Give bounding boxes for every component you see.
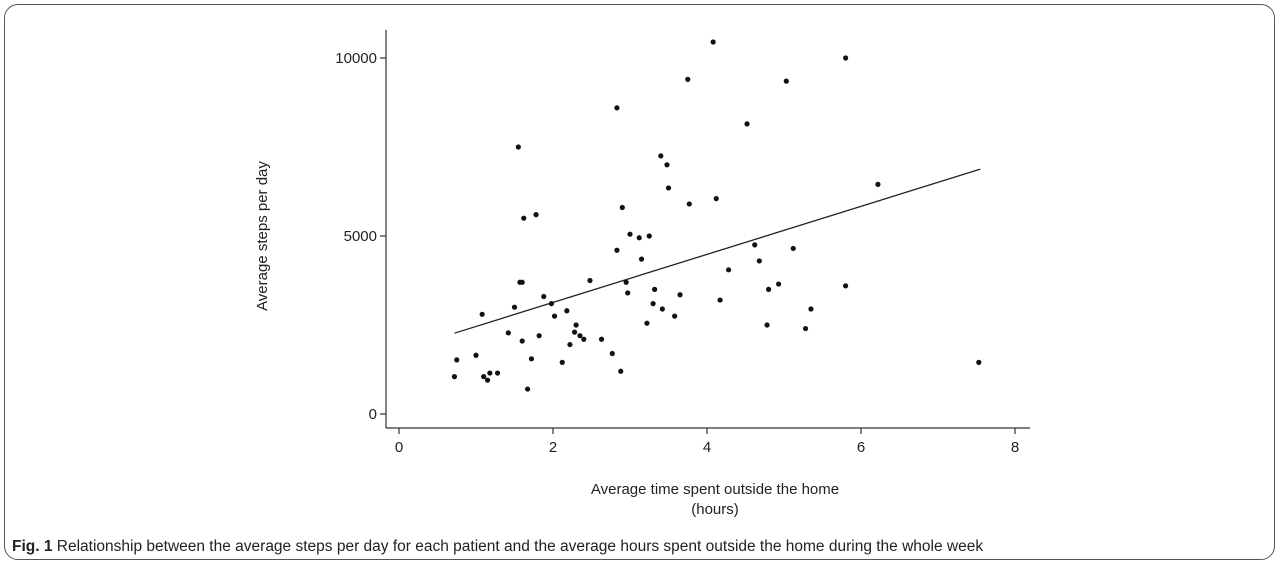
y-tick-label: 10000 [335, 50, 377, 67]
data-point [752, 242, 758, 248]
data-point [625, 290, 631, 296]
data-point [744, 121, 750, 127]
x-tick-label: 6 [857, 439, 865, 456]
data-point [710, 39, 716, 45]
figure-caption: Fig. 1 Relationship between the average … [12, 538, 1274, 556]
data-point [567, 341, 573, 348]
data-point [618, 368, 624, 374]
data-point [976, 359, 982, 365]
data-point [623, 279, 629, 285]
data-point [686, 201, 692, 207]
figure-frame [4, 4, 1275, 560]
data-point [619, 204, 625, 211]
data-point [515, 144, 521, 150]
data-point [521, 215, 527, 221]
data-point [598, 336, 605, 342]
data-point [454, 357, 460, 363]
data-point [766, 286, 772, 292]
data-point [658, 153, 664, 159]
regression-line-group [454, 168, 981, 334]
y-tick-label: 0 [369, 406, 377, 423]
figure-label: Fig. 1 [12, 538, 53, 555]
data-point [636, 235, 642, 241]
data-point [587, 277, 593, 284]
data-point [494, 370, 501, 376]
axes: 0 2 4 6 8 0 5000 10000 [335, 30, 1030, 456]
data-point [875, 181, 881, 187]
caption-text: Relationship between the average steps p… [52, 538, 984, 555]
data-point [533, 212, 539, 218]
y-axis-label: Average steps per day [254, 161, 271, 311]
data-point [571, 329, 578, 335]
data-point [481, 374, 487, 380]
data-point [614, 247, 620, 253]
x-tick-label: 2 [549, 439, 557, 456]
data-point [802, 325, 809, 332]
data-point [776, 281, 782, 287]
data-point [808, 306, 814, 312]
data-point [685, 76, 691, 82]
data-point [519, 279, 525, 285]
data-point [559, 359, 565, 365]
data-point [664, 162, 670, 168]
data-point [756, 258, 762, 264]
data-point [677, 292, 683, 298]
data-point [511, 304, 518, 310]
data-point [652, 286, 658, 292]
data-point [479, 311, 485, 317]
data-point [646, 233, 652, 239]
x-tick-label: 0 [395, 439, 403, 456]
data-point [519, 338, 525, 344]
data-point [581, 336, 587, 342]
x-axis-label-line2: (hours) [691, 501, 739, 518]
data-point [665, 185, 672, 191]
data-point [659, 306, 665, 312]
data-point [528, 356, 535, 362]
data-point [713, 196, 719, 202]
data-point [638, 256, 645, 262]
regression-line [454, 168, 981, 334]
data-point [650, 301, 656, 307]
data-point [843, 55, 849, 61]
data-point [672, 313, 678, 319]
data-point [627, 231, 633, 237]
data-points [451, 39, 982, 392]
data-point [541, 293, 547, 300]
data-point [524, 386, 531, 392]
data-point [451, 374, 458, 380]
data-point [614, 105, 620, 111]
data-point [573, 322, 579, 328]
data-point [505, 330, 511, 336]
x-axis-label: Average time spent outside the home (hou… [530, 480, 900, 520]
data-point [843, 283, 849, 289]
data-point [548, 301, 555, 307]
data-point [783, 78, 789, 84]
data-point [551, 313, 558, 319]
data-point [536, 333, 542, 339]
data-point [577, 333, 583, 339]
data-point [764, 322, 770, 328]
data-point [564, 308, 570, 314]
x-tick-label: 4 [703, 439, 711, 456]
x-tick-label: 8 [1011, 439, 1019, 456]
data-point [790, 245, 796, 252]
data-point [609, 350, 615, 357]
data-point [717, 297, 723, 303]
data-point [473, 352, 479, 358]
data-point [644, 320, 650, 326]
data-point [725, 267, 732, 273]
data-point [487, 370, 493, 376]
data-point [484, 377, 491, 383]
y-tick-label: 5000 [344, 228, 377, 245]
x-axis-label-line1: Average time spent outside the home [590, 481, 840, 498]
